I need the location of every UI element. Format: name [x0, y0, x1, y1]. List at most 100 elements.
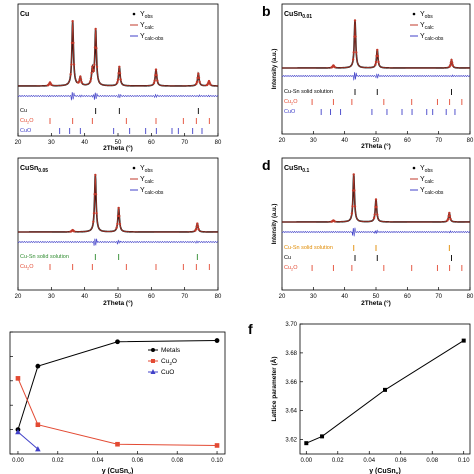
series-line: [17, 378, 218, 446]
y-axis-label: Lattice parameter (Å): [269, 356, 278, 421]
phase-label: CuO: [20, 128, 32, 134]
difference-curve: [281, 227, 471, 237]
observed-data-point: [154, 68, 158, 71]
x-tick-label: 30: [48, 140, 55, 146]
observed-data-point: [117, 206, 120, 210]
observed-data-point: [194, 228, 198, 231]
data-point: [15, 429, 21, 435]
data-point: [115, 339, 120, 345]
data-point: [214, 443, 220, 448]
x-tick-label: 70: [435, 138, 442, 144]
phase-label: Cu2O: [284, 265, 298, 272]
x-tick-label: 0.04: [363, 458, 375, 464]
observed-data-point: [448, 214, 452, 218]
x-tick-label: 0.04: [92, 458, 104, 464]
legend-marker: [151, 359, 155, 363]
legend-obs-label: Yobs: [420, 11, 433, 20]
data-point: [115, 441, 120, 447]
difference-curve: [281, 72, 471, 81]
legend-obs-label: Yobs: [420, 165, 433, 174]
observed-data-point: [374, 63, 377, 66]
phase-label: Cu-Sn solid solution: [284, 89, 333, 95]
observed-data-point: [92, 212, 96, 215]
observed-data-point: [72, 41, 75, 45]
x-axis-label: 2Theta (°): [103, 144, 133, 152]
x-tick-label: 80: [467, 294, 474, 300]
xrd-plot-frame: [281, 157, 471, 291]
x-tick-label: 80: [215, 140, 222, 146]
observed-data-point: [92, 69, 95, 73]
observed-data-point: [95, 46, 98, 50]
data-point: [214, 338, 220, 343]
observed-data-point: [375, 205, 378, 209]
observed-data-point: [449, 217, 452, 221]
observed-data-point: [118, 72, 122, 75]
y-tick-label: 3.62: [285, 438, 297, 444]
x-tick-label: 0.08: [426, 458, 438, 464]
series-line: [17, 340, 218, 430]
lattice-plot-frame: [299, 323, 471, 455]
observed-data-point: [152, 81, 156, 85]
x-tick-label: 60: [404, 294, 411, 300]
x-tick-label: 70: [435, 294, 442, 300]
x-tick-label: 70: [181, 294, 188, 300]
legend-obs-marker: [132, 166, 136, 170]
series-line: [306, 340, 464, 444]
data-point: [320, 434, 325, 439]
observed-data-point: [93, 63, 96, 66]
x-tick-label: 20: [279, 138, 286, 144]
sample-label: CuSn0.05: [20, 165, 48, 174]
x-tick-label: 30: [310, 138, 317, 144]
x-tick-label: 50: [373, 294, 380, 300]
legend-marker: [150, 369, 156, 374]
x-axis-label: 2Theta (°): [361, 299, 391, 307]
observed-data-point: [119, 78, 122, 81]
x-tick-label: 0.08: [171, 458, 183, 464]
observed-data-point: [118, 65, 121, 69]
series-line: [17, 431, 39, 450]
legend-diff-label: Ycalc-obs: [420, 33, 444, 42]
phase-label: Cu: [20, 108, 27, 114]
x-tick-label: 40: [341, 294, 348, 300]
observed-data-point: [50, 83, 53, 86]
x-tick-label: 0.06: [132, 458, 144, 464]
legend-obs-marker: [412, 166, 416, 170]
observed-data-point: [451, 64, 454, 67]
phase-label: CuO: [284, 109, 296, 115]
x-tick-label: 50: [373, 138, 380, 144]
observed-data-point: [196, 222, 199, 225]
x-tick-label: 20: [15, 140, 22, 146]
x-tick-label: 70: [181, 140, 188, 146]
legend-calc-label: Ycalc: [420, 22, 434, 31]
x-axis-label: 2Theta (°): [103, 299, 133, 307]
legend-diff-label: Ycalc-obs: [420, 187, 444, 196]
observed-data-point: [91, 65, 94, 68]
data-point: [35, 446, 41, 452]
x-tick-label: 0.10: [458, 458, 470, 464]
observed-data-point: [352, 51, 355, 54]
observed-data-point: [352, 173, 355, 176]
observed-data-point: [209, 83, 212, 86]
y-axis-label: Intensity (a.u.): [272, 204, 278, 245]
observed-data-point: [449, 64, 452, 67]
observed-data-point: [155, 73, 158, 77]
legend-diff-label: Ycalc-obs: [140, 33, 164, 42]
x-tick-label: 40: [81, 294, 88, 300]
y-tick-label: 3.66: [285, 380, 297, 386]
observed-data-point: [197, 228, 200, 231]
observed-data-point: [377, 60, 380, 64]
observed-data-point: [374, 198, 378, 201]
observed-data-point: [197, 72, 200, 75]
x-tick-label: 80: [467, 138, 474, 144]
observed-data-point: [156, 79, 159, 82]
x-tick-label: 0.10: [211, 458, 223, 464]
y-tick-label: 3.64: [285, 409, 297, 415]
x-tick-label: 60: [404, 138, 411, 144]
x-tick-label: 0.02: [332, 458, 344, 464]
observed-data-point: [80, 81, 83, 84]
observed-pattern-line: [18, 21, 218, 87]
observed-data-point: [353, 205, 357, 208]
observed-data-point: [351, 58, 355, 61]
observed-data-point: [195, 82, 198, 85]
observed-data-point: [72, 63, 76, 66]
